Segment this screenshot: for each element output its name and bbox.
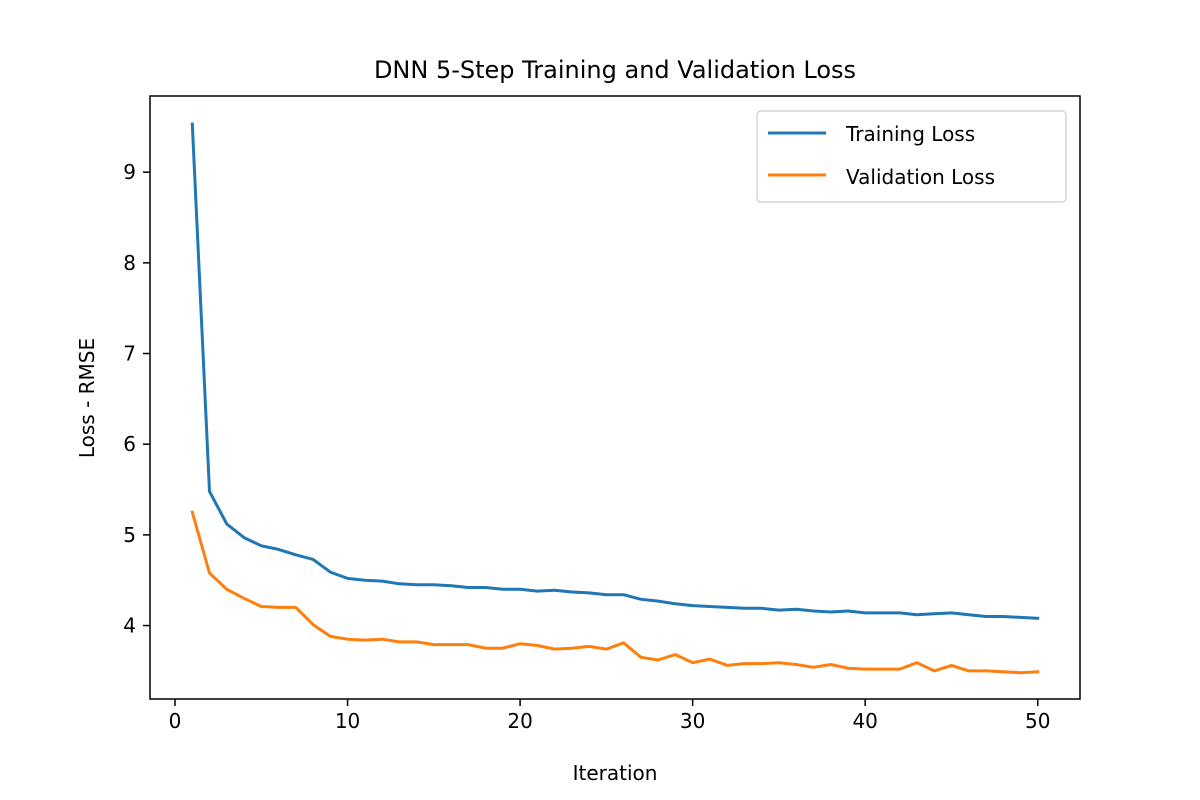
x-tick-label: 50 xyxy=(1025,709,1050,733)
x-tick-label: 30 xyxy=(680,709,705,733)
x-tick-label: 0 xyxy=(169,709,182,733)
y-tick-label: 4 xyxy=(123,614,136,638)
y-tick-label: 6 xyxy=(123,432,136,456)
series-line-training xyxy=(190,122,1040,620)
y-tick-label: 7 xyxy=(123,342,136,366)
legend-box xyxy=(756,110,1067,203)
x-axis-label: Iteration xyxy=(573,761,658,785)
x-tick-label: 10 xyxy=(335,709,360,733)
axis-ticks: 0 10 20 30 40 50 4 5 6 7 8 9 xyxy=(123,160,1050,733)
y-tick-label: 9 xyxy=(123,160,136,184)
legend: Training Loss Validation Loss xyxy=(756,110,1067,203)
y-tick-label: 5 xyxy=(123,523,136,547)
plot-frame xyxy=(149,95,1081,700)
x-tick-label: 20 xyxy=(507,709,532,733)
series-line-validation xyxy=(190,510,1040,675)
legend-label-training: Training Loss xyxy=(845,122,975,146)
y-axis-label: Loss - RMSE xyxy=(75,338,99,458)
x-tick-label: 40 xyxy=(852,709,877,733)
series-lines xyxy=(190,122,1040,675)
legend-label-validation: Validation Loss xyxy=(846,165,995,189)
y-tick-label: 8 xyxy=(123,251,136,275)
chart-title: DNN 5-Step Training and Validation Loss xyxy=(374,56,856,84)
